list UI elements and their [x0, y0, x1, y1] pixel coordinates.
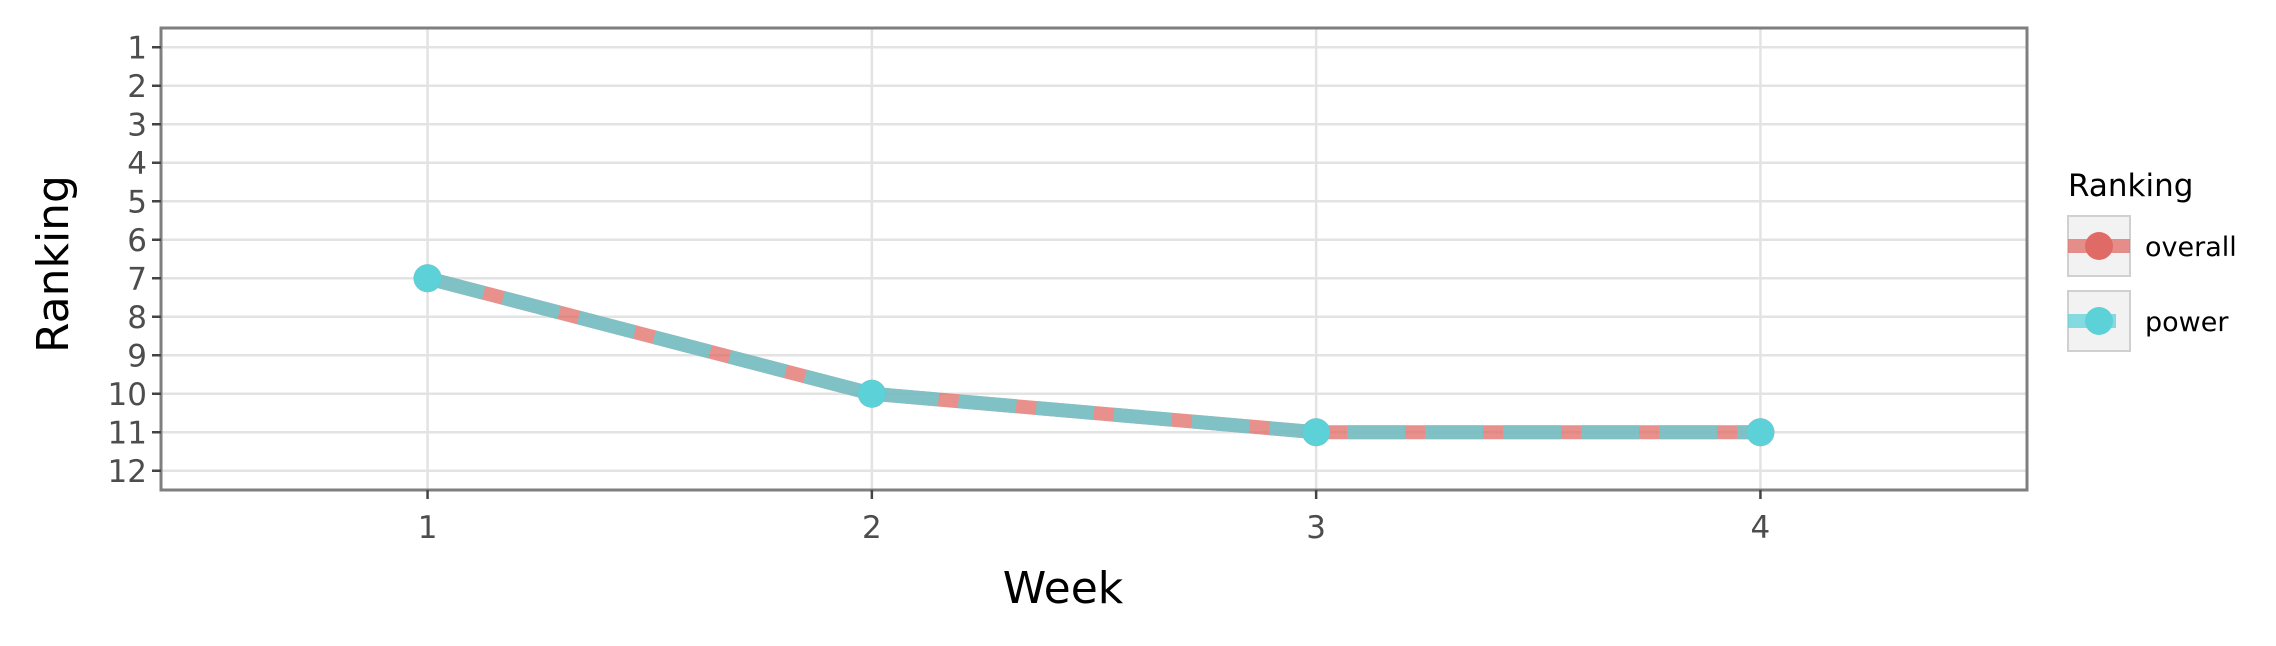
legend-title: Ranking [2068, 168, 2193, 204]
y-tick-label: 4 [127, 146, 147, 182]
y-tick-label: 3 [127, 107, 147, 143]
legend-marker-overall [2085, 232, 2113, 260]
data-point-power [857, 379, 886, 408]
x-axis-label: Week [1003, 563, 1124, 614]
x-tick-label: 1 [418, 510, 438, 546]
y-tick-label: 10 [108, 377, 147, 413]
legend-marker-power [2085, 307, 2113, 335]
data-points [413, 264, 1775, 447]
x-tick-label: 4 [1751, 510, 1771, 546]
series-line-power [425, 271, 1761, 440]
y-tick-label: 7 [127, 261, 147, 297]
y-tick-label: 9 [127, 338, 147, 374]
data-point-power [413, 264, 442, 293]
plot-panel-border [159, 26, 2029, 492]
x-tick-label: 2 [862, 510, 882, 546]
y-tick-label: 11 [108, 415, 147, 451]
x-tick-label: 3 [1306, 510, 1326, 546]
y-tick-label: 6 [127, 223, 147, 259]
legend-label-power: power [2145, 307, 2229, 338]
y-axis-label: Ranking [28, 175, 79, 353]
y-tick-label: 5 [127, 184, 147, 220]
series-lines [425, 271, 1761, 440]
grid-lines [161, 28, 2027, 490]
data-point-power [1302, 418, 1331, 447]
data-point-power [1746, 418, 1775, 447]
y-tick-label: 12 [108, 454, 147, 490]
y-tick-label: 1 [127, 30, 147, 66]
legend-label-overall: overall [2145, 232, 2237, 263]
x-axis: 1 2 3 4 [418, 490, 1771, 546]
y-tick-label: 2 [127, 69, 147, 105]
legend: Ranking overall power [2067, 168, 2237, 352]
y-tick-label: 8 [127, 300, 147, 336]
